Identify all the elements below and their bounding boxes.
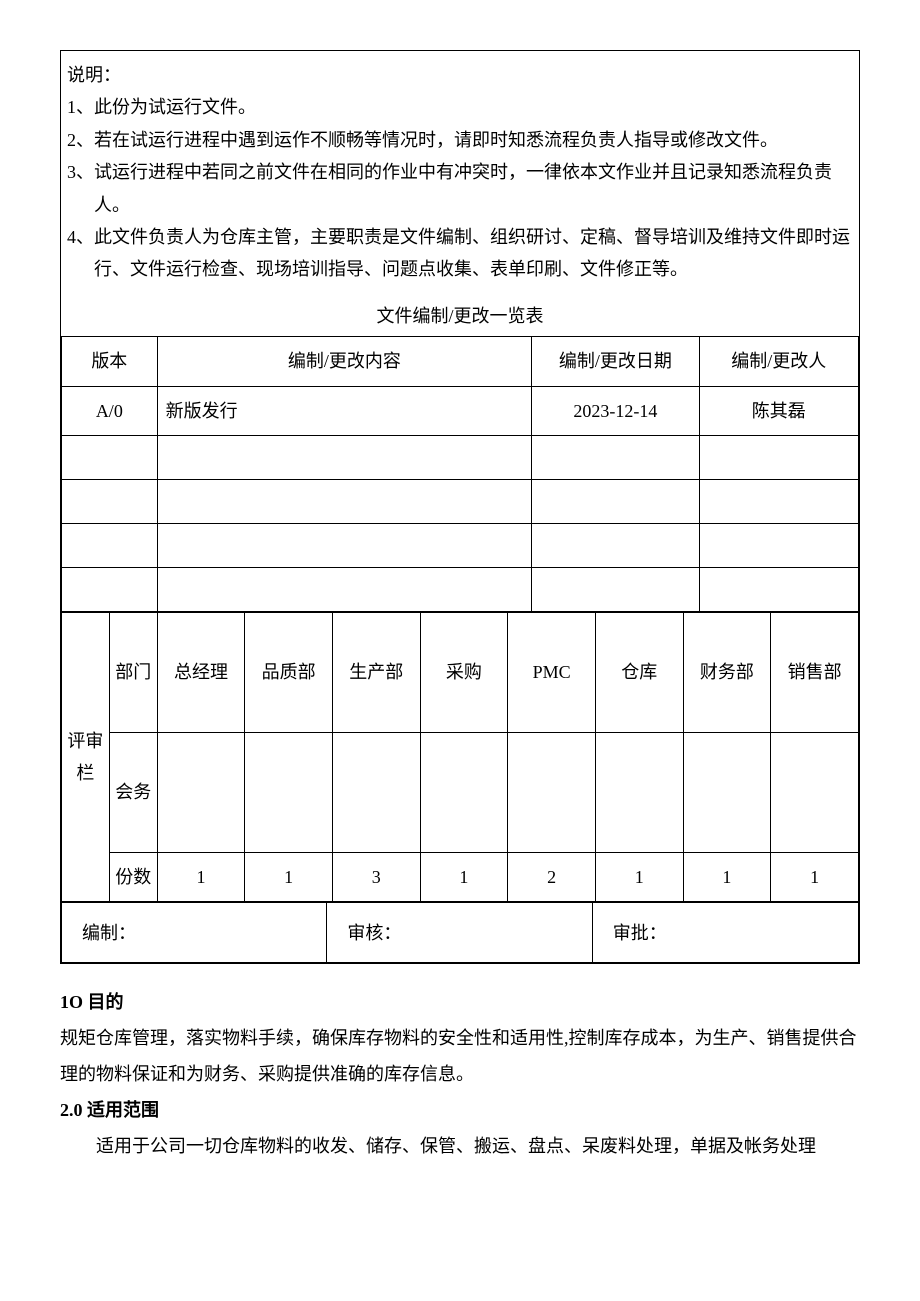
cell-version: [62, 435, 158, 479]
cell-content: [157, 479, 532, 523]
copies-value: 1: [683, 852, 771, 901]
note-text: 试运行进程中若同之前文件在相同的作业中有冲突时，一律依本文作业并且记录知悉流程负…: [94, 156, 855, 221]
note-item: 3、 试运行进程中若同之前文件在相同的作业中有冲突时，一律依本文作业并且记录知悉…: [65, 156, 855, 221]
cell-date: [532, 479, 699, 523]
table-row: [62, 435, 859, 479]
meeting-cell: [332, 732, 420, 852]
cell-content: [157, 567, 532, 611]
meeting-cell: [683, 732, 771, 852]
header-date: 编制/更改日期: [532, 337, 699, 386]
sign-approve: 审批：: [592, 903, 858, 963]
cell-date: [532, 435, 699, 479]
sign-review: 审核：: [327, 903, 592, 963]
copies-value: 1: [420, 852, 508, 901]
copies-value: 1: [771, 852, 859, 901]
table-row: A/0 新版发行 2023-12-14 陈其磊: [62, 386, 859, 435]
section-1-heading: 1O 目的: [60, 984, 860, 1020]
meeting-cell: [157, 732, 245, 852]
meeting-cell: [420, 732, 508, 852]
note-number: 3、: [67, 156, 94, 221]
cell-version: [62, 479, 158, 523]
copies-value: 2: [508, 852, 596, 901]
cell-person: [699, 567, 858, 611]
dept-name: PMC: [508, 612, 596, 732]
cell-date: [532, 523, 699, 567]
note-number: 2、: [67, 124, 94, 156]
header-version: 版本: [62, 337, 158, 386]
note-item: 1、 此份为试运行文件。: [65, 91, 855, 123]
copies-row: 份数 1 1 3 1 2 1 1 1: [62, 852, 859, 901]
header-person: 编制/更改人: [699, 337, 858, 386]
dept-name: 采购: [420, 612, 508, 732]
cell-version: [62, 523, 158, 567]
meeting-label: 会务: [109, 732, 157, 852]
note-item: 2、 若在试运行进程中遇到运作不顺畅等情况时，请即时知悉流程负责人指导或修改文件…: [65, 124, 855, 156]
cell-content: 新版发行: [157, 386, 532, 435]
section-2-text: 适用于公司一切仓库物料的收发、储存、保管、搬运、盘点、呆废料处理，单据及帐务处理: [60, 1128, 860, 1164]
dept-name: 生产部: [332, 612, 420, 732]
dept-name: 财务部: [683, 612, 771, 732]
document-box: 说明： 1、 此份为试运行文件。 2、 若在试运行进程中遇到运作不顺畅等情况时，…: [60, 50, 860, 964]
sign-table: 编制： 审核： 审批：: [61, 902, 859, 963]
dept-name: 品质部: [245, 612, 333, 732]
table-row: [62, 523, 859, 567]
table-row: [62, 479, 859, 523]
copies-value: 1: [595, 852, 683, 901]
copies-value: 1: [245, 852, 333, 901]
cell-person: [699, 435, 858, 479]
cell-content: [157, 523, 532, 567]
dept-name: 总经理: [157, 612, 245, 732]
note-number: 4、: [67, 221, 94, 286]
sign-row: 编制： 审核： 审批：: [62, 903, 859, 963]
dept-label: 部门: [109, 612, 157, 732]
meeting-cell: [595, 732, 683, 852]
cell-version: [62, 567, 158, 611]
section-1-text: 规矩仓库管理，落实物料手续，确保库存物料的安全性和适用性,控制库存成本，为生产、…: [60, 1020, 860, 1092]
meeting-cell: [508, 732, 596, 852]
header-content: 编制/更改内容: [157, 337, 532, 386]
meeting-row: 会务: [62, 732, 859, 852]
note-text: 若在试运行进程中遇到运作不顺畅等情况时，请即时知悉流程负责人指导或修改文件。: [94, 124, 855, 156]
review-table: 评审栏 部门 总经理 品质部 生产部 采购 PMC 仓库 财务部 销售部 会务 …: [61, 612, 859, 902]
dept-name: 销售部: [771, 612, 859, 732]
section-2-heading: 2.0 适用范围: [60, 1092, 860, 1128]
copies-label: 份数: [109, 852, 157, 901]
dept-row: 评审栏 部门 总经理 品质部 生产部 采购 PMC 仓库 财务部 销售部: [62, 612, 859, 732]
sign-prepare: 编制：: [62, 903, 327, 963]
review-label: 评审栏: [62, 612, 110, 901]
change-table: 版本 编制/更改内容 编制/更改日期 编制/更改人 A/0 新版发行 2023-…: [61, 336, 859, 612]
copies-value: 1: [157, 852, 245, 901]
cell-version: A/0: [62, 386, 158, 435]
cell-date: 2023-12-14: [532, 386, 699, 435]
note-text: 此文件负责人为仓库主管，主要职责是文件编制、组织研讨、定稿、督导培训及维持文件即…: [94, 221, 855, 286]
cell-person: 陈其磊: [699, 386, 858, 435]
copies-value: 3: [332, 852, 420, 901]
meeting-cell: [771, 732, 859, 852]
table-header-row: 版本 编制/更改内容 编制/更改日期 编制/更改人: [62, 337, 859, 386]
cell-date: [532, 567, 699, 611]
table-row: [62, 567, 859, 611]
note-item: 4、 此文件负责人为仓库主管，主要职责是文件编制、组织研讨、定稿、督导培训及维持…: [65, 221, 855, 286]
cell-person: [699, 479, 858, 523]
notes-title: 说明：: [65, 59, 855, 91]
cell-content: [157, 435, 532, 479]
change-table-title: 文件编制/更改一览表: [61, 294, 859, 336]
cell-person: [699, 523, 858, 567]
meeting-cell: [245, 732, 333, 852]
content-section: 1O 目的 规矩仓库管理，落实物料手续，确保库存物料的安全性和适用性,控制库存成…: [60, 964, 860, 1164]
note-text: 此份为试运行文件。: [94, 91, 855, 123]
dept-name: 仓库: [595, 612, 683, 732]
note-number: 1、: [67, 91, 94, 123]
notes-section: 说明： 1、 此份为试运行文件。 2、 若在试运行进程中遇到运作不顺畅等情况时，…: [61, 51, 859, 294]
